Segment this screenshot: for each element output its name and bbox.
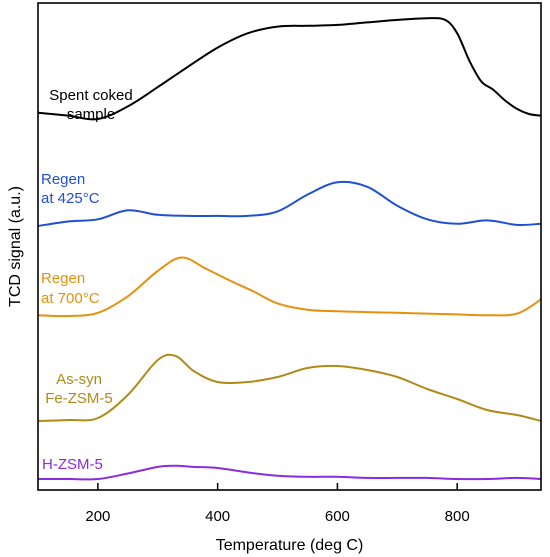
series-label-line: Spent coked: [49, 87, 132, 104]
series-labels: Spent coked sample Regen at 425°C Regen at 70…: [41, 87, 133, 473]
series-label-5: H-ZSM-5: [42, 456, 103, 473]
x-tick-label: 400: [205, 508, 230, 525]
x-tick-label: 800: [445, 508, 470, 525]
series-layer: [37, 17, 542, 481]
x-ticks: 200 400 600 800: [85, 483, 470, 525]
y-axis-title: TCD signal (a.u.): [7, 186, 24, 307]
series-label-line: sample: [67, 106, 115, 123]
x-axis-title: Temperature (deg C): [216, 537, 364, 554]
series-label-3: Regen at 700°C: [41, 270, 100, 307]
series-label-line: at 425°C: [41, 190, 100, 207]
x-tick-label: 600: [325, 508, 350, 525]
series-line-1: [37, 17, 542, 121]
series-label-line: H-ZSM-5: [42, 456, 103, 473]
series-label-line: Regen: [41, 270, 85, 287]
series-label-1: Spent coked sample: [49, 87, 132, 123]
series-label-2: Regen at 425°C: [41, 171, 100, 207]
series-line-3: [37, 256, 542, 318]
series-label-4: As-syn Fe-ZSM-5: [45, 371, 113, 407]
x-tick-label: 200: [85, 508, 110, 525]
series-line-4: [37, 353, 542, 422]
series-label-line: at 700°C: [41, 290, 100, 307]
series-line-5: [37, 464, 542, 481]
series-label-line: Fe-ZSM-5: [45, 390, 113, 407]
series-label-line: As-syn: [56, 371, 102, 388]
series-label-line: Regen: [41, 171, 85, 188]
plot-frame: [37, 2, 542, 491]
series-line-2: [37, 180, 542, 227]
